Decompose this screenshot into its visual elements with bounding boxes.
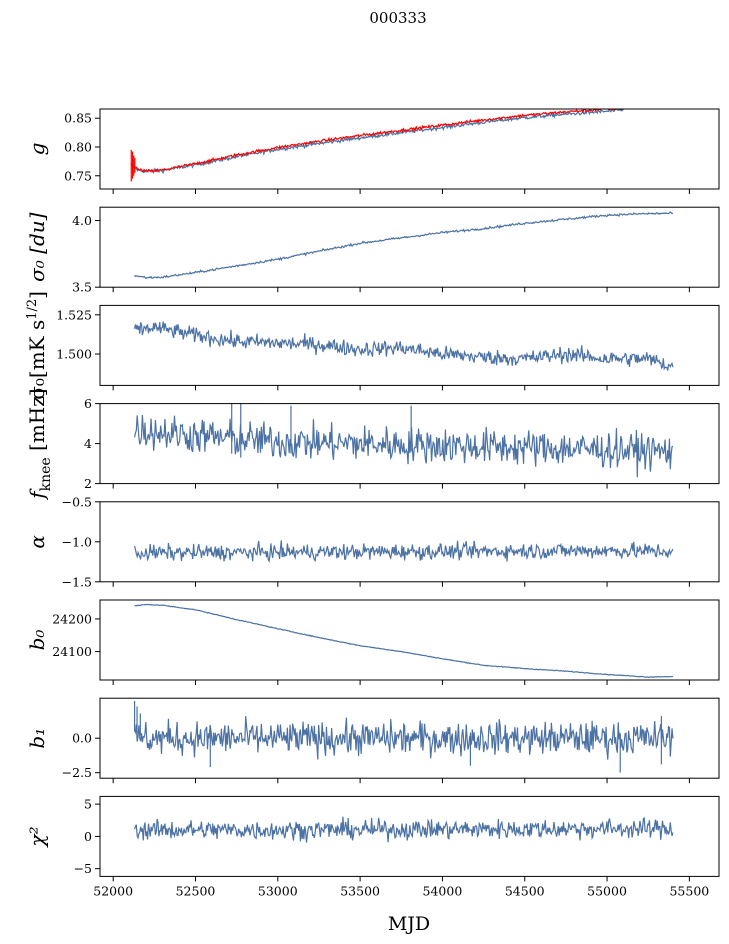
y-axis-label-sigma0-du: σ₀ [du] [25,212,49,282]
y-tick-label-b0: 24100 [52,644,92,659]
y-axis-label-alpha: α [25,535,49,549]
x-tick-label: 52000 [93,883,133,898]
y-axis-label-b0: b₀ [25,630,49,651]
series-line-g-1 [130,109,624,173]
series-line-alpha-0 [133,540,674,564]
y-axis-label-chi2: χ² [25,826,49,848]
y-axis-label-b1: b₁ [25,728,49,749]
y-tick-label-b1: −2.5 [62,765,92,780]
y-tick-label-alpha: −0.5 [62,494,92,509]
axes-frame-sigma0-mk [99,304,720,386]
series-line-b0-0 [134,603,674,679]
series-line-g-0 [130,109,624,175]
panel-fknee: 6 4 2 fknee [mHz] [25,388,720,501]
axes-frame-b0 [99,599,720,681]
panel-chi2: 5 0 −5 χ² [25,795,720,882]
plot-area-b0 [134,603,674,679]
series-line-fknee-0 [133,415,674,478]
figure-title: 000333 [369,9,426,27]
series-line-b1-0 [134,715,674,760]
panel-b1: 0.0 −2.5 b₁ [25,697,720,784]
y-tick-label-g: 0.85 [64,111,92,126]
y-tick-label-chi2: −5 [74,861,92,876]
plot-area-b1 [133,700,674,773]
panels: 0.85 0.80 0.75 g 4.0 3.5 σ₀ [du] 1.525 1.500 σ₀[m… [25,108,720,882]
y-tick-label-sigma0-mk: 1.500 [56,347,92,362]
y-tick-label-b1: 0.0 [72,731,92,746]
y-tick-label-chi2: 0 [84,829,92,844]
plot-area-fknee [133,403,674,478]
series-line-chi2-0 [134,816,674,843]
y-tick-label-alpha: −1.5 [62,574,92,589]
y-axis-label-sigma0-mk: σ₀[mK s1/2] [25,291,49,400]
x-axis-ticks: 52000 52500 53000 53500 54000 54500 55000 55500 [93,883,709,898]
y-axis-label-fknee: fknee [mHz] [25,388,54,500]
plot-area-g [130,109,624,182]
y-tick-label-fknee: 6 [84,396,92,411]
x-tick-label: 54500 [505,883,545,898]
series-line-sigma0-du-0 [134,211,674,280]
panel-sigma0-mk: 1.525 1.500 σ₀[mK s1/2] [25,291,720,400]
y-tick-label-chi2: 5 [84,797,92,812]
plot-area-alpha [133,540,674,564]
plot-area-sigma0-du [134,211,674,280]
y-tick-label-sigma0-du: 3.5 [72,280,92,295]
y-axis-label-g: g [25,143,49,156]
y-tick-label-g: 0.80 [64,139,92,154]
y-tick-label-sigma0-du: 4.0 [72,213,92,228]
y-tick-label-alpha: −1.0 [62,534,92,549]
x-tick-label: 55500 [669,883,709,898]
x-tick-label: 55000 [587,883,627,898]
y-tick-label-fknee: 2 [84,476,92,491]
series-line-sigma0-mk-0 [133,321,674,371]
y-tick-label-b0: 24200 [52,611,92,626]
y-tick-label-g: 0.75 [64,168,92,183]
y-tick-label-sigma0-mk: 1.525 [56,307,92,322]
x-tick-label: 53500 [340,883,380,898]
plot-area-chi2 [134,816,674,843]
axes-frame-sigma0-du [99,206,720,288]
axes-frame-alpha [99,501,720,583]
panel-g: 0.85 0.80 0.75 g [25,108,720,194]
plot-area-sigma0-mk [133,321,674,371]
x-tick-label: 52500 [176,883,216,898]
x-tick-label: 53000 [258,883,298,898]
panel-sigma0-du: 4.0 3.5 σ₀ [du] [25,206,720,295]
y-tick-label-fknee: 4 [84,436,92,451]
panel-alpha: −0.5 −1.0 −1.5 α [25,494,720,589]
x-axis-label: MJD [388,913,430,935]
x-tick-label: 54000 [423,883,463,898]
axes-frame-g [99,108,720,190]
